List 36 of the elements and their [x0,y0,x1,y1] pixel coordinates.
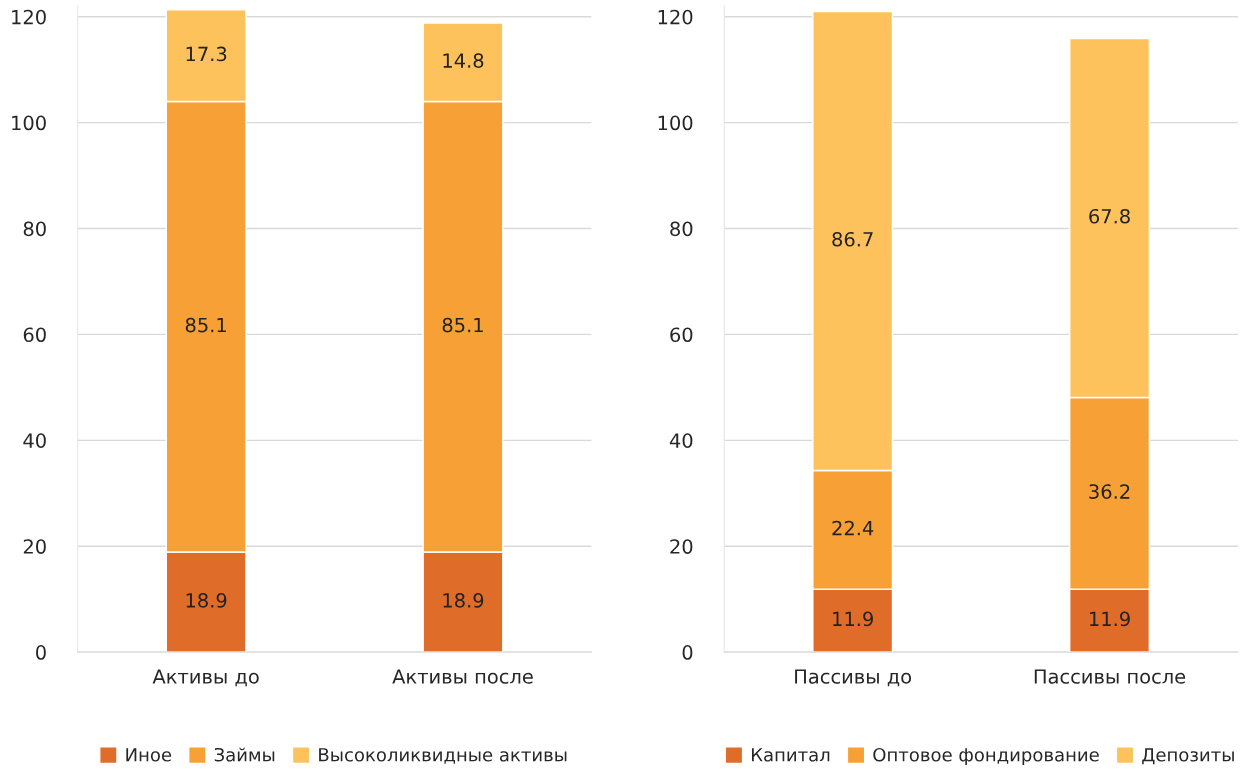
data-label: 11.9 [1090,611,1130,627]
y-tick-label: 120 [12,9,46,25]
y-tick-label: 40 [23,433,46,448]
legend-label: Капитал [751,748,830,762]
y-tick-label: 0 [682,645,693,660]
legend-label: Депозиты [1142,748,1234,765]
legend-label: Высоколиквидные активы [319,748,567,764]
data-label: 36.2 [1089,484,1130,499]
data-label: 17.3 [186,46,227,62]
data-label: 85.1 [185,317,226,333]
x-tick-label: Пассивы до [795,669,912,687]
y-tick-label: 40 [669,433,693,448]
data-label: 14.8 [443,53,484,68]
y-tick-label: 100 [12,115,46,131]
y-tick-label: 0 [36,645,46,660]
legend-label: Оптовое фондирование [873,747,1099,766]
y-tick-label: 80 [670,221,693,237]
data-label: 11.9 [833,611,873,627]
y-tick-label: 60 [670,327,693,343]
legend-label: Иное [126,748,172,762]
x-tick-label: Пассивы после [1034,669,1186,684]
x-tick-label: Активы до [152,669,259,687]
data-label: 18.9 [443,593,484,608]
y-tick-label: 120 [658,9,693,25]
data-label: 67.8 [1089,208,1130,224]
y-tick-label: 100 [658,115,693,131]
y-tick-label: 20 [670,539,693,554]
data-label: 86.7 [832,231,873,247]
data-label: 18.9 [186,593,227,608]
legend-label: Займы [214,747,275,762]
y-tick-label: 80 [23,221,46,237]
y-tick-label: 20 [23,539,46,554]
data-label: 85.1 [442,317,483,333]
data-label: 22.4 [832,520,874,536]
x-tick-label: Активы после [392,669,533,684]
y-tick-label: 60 [23,327,46,343]
